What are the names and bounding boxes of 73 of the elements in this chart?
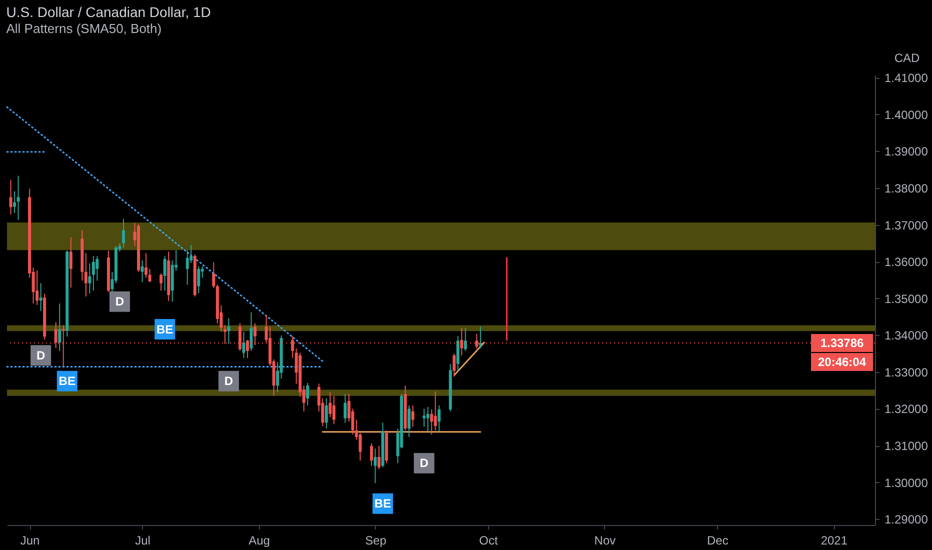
y-tick-label: 1.38000 bbox=[884, 181, 928, 196]
y-tick-label: 1.31000 bbox=[884, 439, 928, 454]
candlestick bbox=[227, 318, 230, 344]
candlestick bbox=[36, 270, 39, 306]
y-axis-title: CAD bbox=[894, 51, 920, 65]
candlestick bbox=[370, 442, 373, 466]
series-label: BE bbox=[374, 496, 392, 511]
x-tick-label: Sep bbox=[365, 534, 387, 548]
candlestick bbox=[140, 260, 144, 283]
candlestick bbox=[306, 382, 310, 406]
candlestick bbox=[92, 256, 95, 292]
y-tick-label: 1.35000 bbox=[884, 292, 928, 306]
candlestick bbox=[438, 404, 441, 432]
candlestick bbox=[422, 408, 426, 428]
y-tick-label: 1.37000 bbox=[884, 218, 928, 232]
candlestick bbox=[84, 252, 88, 298]
candlestick bbox=[144, 252, 148, 278]
candlestick bbox=[250, 312, 253, 352]
candlestick bbox=[456, 336, 460, 372]
candlestick bbox=[478, 326, 482, 349]
candlestick bbox=[374, 448, 377, 484]
series-label: D bbox=[115, 294, 124, 309]
text: D bbox=[36, 348, 46, 362]
x-tick-label: Nov bbox=[594, 534, 616, 548]
y-tick-label: 1.36000 bbox=[884, 255, 928, 270]
candlestick bbox=[378, 445, 380, 470]
candlestick bbox=[9, 179, 12, 215]
candlestick bbox=[408, 404, 411, 438]
y-tick-label: 1.40000 bbox=[884, 108, 928, 122]
y-tick-label: 1.33000 bbox=[884, 365, 928, 380]
text: BE bbox=[58, 374, 76, 388]
candlestick bbox=[242, 331, 246, 358]
y-tick-label: 1.39000 bbox=[884, 144, 928, 159]
candlestick bbox=[332, 395, 336, 425]
candlestick bbox=[39, 282, 42, 312]
y-tick-label: 1.30000 bbox=[884, 476, 928, 490]
x-tick-label: Jul bbox=[135, 534, 150, 548]
chart-title: U.S. Dollar / Canadian Dollar, 1D bbox=[6, 4, 211, 20]
candlestick bbox=[148, 268, 152, 283]
x-tick-label: Oct bbox=[479, 534, 498, 548]
candlestick bbox=[434, 390, 437, 431]
candlestick bbox=[16, 175, 20, 220]
y-tick-label: 1.34000 bbox=[884, 328, 928, 343]
candlestick bbox=[212, 262, 216, 289]
candlestick bbox=[411, 404, 414, 428]
ref-line-label: 1.33786 bbox=[820, 336, 864, 350]
candlestick bbox=[324, 398, 328, 430]
x-tick-label: Jun bbox=[20, 534, 40, 548]
candlestick bbox=[58, 302, 62, 352]
candlestick bbox=[69, 236, 72, 288]
candlestick bbox=[426, 406, 430, 432]
chart-subtitle: All Patterns (SMA50, Both) bbox=[6, 21, 162, 36]
annotation: 20:46:04 bbox=[818, 355, 866, 370]
candlestick bbox=[452, 353, 456, 378]
candlestick bbox=[122, 218, 125, 248]
candlestick bbox=[13, 190, 16, 214]
y-tick-label: 1.41000 bbox=[884, 71, 928, 86]
candlestick bbox=[464, 327, 467, 352]
y-tick-label: 1.32000 bbox=[884, 402, 928, 416]
candlestick bbox=[344, 394, 347, 424]
text: D bbox=[224, 374, 234, 388]
text: D bbox=[420, 456, 428, 470]
candlestick bbox=[430, 408, 434, 435]
candlestick bbox=[328, 392, 332, 418]
x-tick-label: 2021 bbox=[820, 534, 848, 548]
text: BE bbox=[156, 322, 174, 336]
x-tick-label: Dec bbox=[707, 534, 728, 548]
y-tick-label: 1.29000 bbox=[884, 512, 928, 527]
candlestick bbox=[88, 262, 92, 294]
candlestick bbox=[197, 266, 200, 294]
candlestick bbox=[163, 256, 166, 292]
x-tick-label: Aug bbox=[248, 534, 270, 548]
candlestick bbox=[160, 272, 163, 292]
